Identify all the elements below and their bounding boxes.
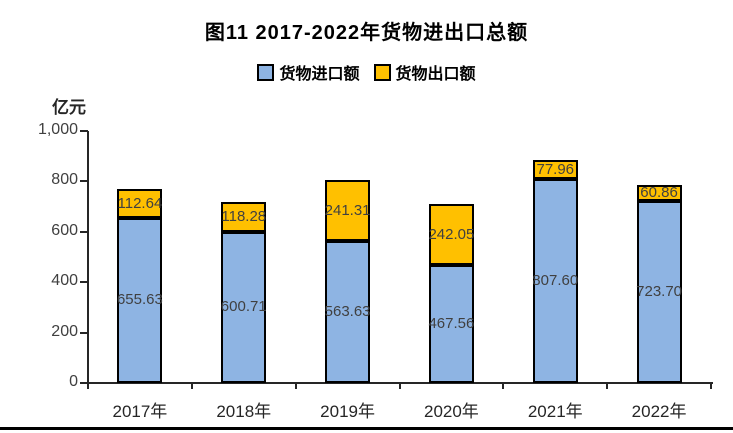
y-tick-label: 400 bbox=[51, 272, 78, 290]
x-category-label: 2018年 bbox=[216, 402, 272, 421]
x-tick-mark bbox=[502, 383, 505, 389]
x-category-label: 2017年 bbox=[112, 402, 168, 421]
bottom-divider-rule bbox=[0, 427, 733, 430]
import-value-label: 563.63 bbox=[324, 302, 371, 320]
bar-segment-export bbox=[325, 180, 371, 241]
bar-segment-import bbox=[636, 200, 682, 383]
y-tick-mark bbox=[80, 382, 88, 384]
x-category-label: 2019年 bbox=[320, 402, 375, 421]
bar-segment-export bbox=[428, 204, 474, 266]
y-axis-line bbox=[87, 131, 89, 385]
bar-segment-import bbox=[532, 179, 578, 383]
x-category-label: 2022年 bbox=[631, 402, 687, 421]
y-tick-mark bbox=[80, 230, 88, 233]
y-axis-unit-label: 亿元 bbox=[52, 98, 86, 117]
import-value-label: 655.63 bbox=[116, 291, 163, 309]
y-tick-mark bbox=[80, 180, 88, 183]
import-value-label: 723.70 bbox=[636, 282, 683, 300]
bar-segment-export bbox=[117, 189, 163, 218]
y-tick-mark bbox=[80, 281, 88, 284]
import-value-label: 467.56 bbox=[428, 315, 475, 333]
bar-segment-import bbox=[117, 217, 163, 383]
export-value-label: 77.96 bbox=[536, 160, 575, 178]
legend-item-imports: 货物进口额 bbox=[257, 60, 360, 84]
export-value-label: 60.86 bbox=[640, 183, 678, 201]
legend: 货物进口额 货物出口额 bbox=[0, 60, 733, 84]
legend-item-exports: 货物出口额 bbox=[373, 60, 476, 84]
legend-label-imports: 货物进口额 bbox=[279, 66, 360, 83]
export-value-label: 242.05 bbox=[428, 225, 475, 243]
x-tick-mark bbox=[606, 383, 609, 389]
exports-swatch-icon bbox=[373, 63, 391, 81]
export-value-label: 118.28 bbox=[221, 207, 267, 225]
y-tick-label: 1,000 bbox=[37, 121, 78, 138]
export-value-label: 112.64 bbox=[117, 194, 163, 212]
x-tick-mark bbox=[87, 383, 89, 389]
bar-segment-import bbox=[325, 240, 371, 383]
import-value-label: 807.60 bbox=[532, 272, 579, 290]
bar-segment-export bbox=[221, 201, 267, 232]
bar-segment-export bbox=[532, 159, 578, 180]
y-tick-mark bbox=[80, 331, 88, 334]
x-tick-mark bbox=[190, 383, 193, 389]
y-tick-label: 600 bbox=[51, 221, 78, 239]
x-tick-mark bbox=[710, 383, 712, 389]
x-category-label: 2020年 bbox=[423, 402, 479, 421]
x-tick-mark bbox=[294, 383, 297, 389]
import-value-label: 600.71 bbox=[220, 298, 267, 316]
chart-title: 图11 2017-2022年货物进出口总额 bbox=[204, 22, 529, 44]
y-tick-label: 200 bbox=[51, 322, 78, 340]
y-tick-label: 0 bbox=[69, 373, 78, 390]
bar-segment-import bbox=[428, 265, 474, 383]
x-tick-mark bbox=[398, 383, 401, 389]
export-value-label: 241.31 bbox=[324, 201, 371, 219]
imports-swatch-icon bbox=[257, 63, 275, 81]
bar-segment-export bbox=[636, 185, 682, 201]
y-tick-label: 800 bbox=[51, 171, 78, 189]
y-tick-mark bbox=[80, 130, 88, 132]
legend-label-exports: 货物出口额 bbox=[395, 66, 476, 83]
bar-segment-import bbox=[221, 231, 267, 383]
x-category-label: 2021年 bbox=[527, 402, 583, 421]
